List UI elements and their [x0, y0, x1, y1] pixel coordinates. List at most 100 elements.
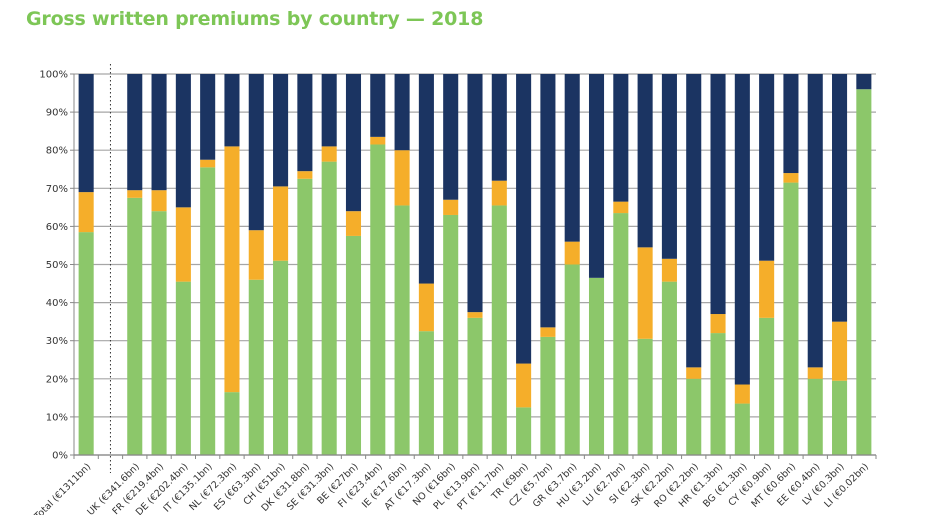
bar-segment-orange	[370, 136, 386, 145]
bar-segment-orange	[759, 260, 775, 318]
bar-segment-green	[151, 211, 167, 455]
bar-segment-navy	[516, 74, 532, 364]
bar-segment-orange	[151, 190, 167, 212]
bar-segment-green	[637, 338, 653, 455]
bar-segment-orange	[661, 258, 677, 282]
bar-segment-orange	[564, 241, 580, 265]
bar-segment-orange	[394, 150, 410, 206]
bar-segment-orange	[783, 173, 799, 183]
bar-segment-navy	[564, 74, 580, 242]
bar-segment-orange	[540, 327, 556, 337]
bar-segment-navy	[127, 74, 143, 191]
y-tick-label: 80%	[46, 146, 68, 157]
bar-segment-green	[759, 317, 775, 455]
bar-segment-navy	[661, 74, 677, 259]
bar-segment-green	[686, 378, 702, 455]
bar-segment-green	[321, 161, 337, 455]
y-tick-label: 70%	[46, 184, 68, 195]
bar-segment-orange	[491, 180, 507, 206]
bar-segment-green	[200, 167, 216, 455]
bar-segment-navy	[370, 74, 386, 137]
bar-segment-orange	[734, 384, 750, 404]
bar-segment-green	[418, 331, 434, 455]
bar-segment-navy	[759, 74, 775, 261]
bar-segment-navy	[686, 74, 702, 368]
bar-segment-orange	[710, 314, 726, 334]
y-tick-label: 40%	[46, 298, 68, 309]
bar-segment-navy	[418, 74, 434, 284]
bar-segment-navy	[613, 74, 629, 202]
bar-segment-orange	[297, 171, 313, 179]
bar-segment-navy	[248, 74, 264, 231]
bar-segment-navy	[832, 74, 848, 322]
bar-segment-navy	[734, 74, 750, 385]
bar-segment-navy	[345, 74, 362, 212]
bar-segment-navy	[540, 74, 556, 328]
bar-segment-green	[224, 392, 240, 455]
bar-segment-orange	[467, 312, 483, 318]
bar-segment-navy	[491, 74, 507, 181]
bar-segment-green	[540, 336, 556, 455]
bar-segment-orange	[443, 199, 459, 215]
bar-segment-green	[783, 182, 799, 455]
bar-segment-green	[443, 214, 459, 455]
bar-segment-navy	[151, 74, 167, 191]
bar-segment-navy	[783, 74, 799, 174]
bar-segment-green	[297, 178, 313, 455]
bar-segment-orange	[200, 159, 216, 168]
bar-segment-green	[78, 232, 94, 455]
bar-segment-navy	[710, 74, 726, 315]
bar-segment-orange	[686, 367, 702, 379]
bar-segment-orange	[516, 363, 532, 408]
bar-segment-orange	[127, 190, 143, 198]
bar-segment-navy	[175, 74, 191, 208]
bar-segment-navy	[856, 74, 872, 90]
bar-segment-orange	[224, 146, 240, 393]
bar-segment-green	[127, 197, 143, 455]
bar-segment-green	[856, 89, 872, 456]
bar-segment-orange	[832, 321, 848, 381]
bar-segment-navy	[467, 74, 483, 313]
bar-segment-orange	[613, 201, 629, 214]
bar-segment-green	[516, 407, 532, 455]
y-tick-label: 60%	[46, 222, 68, 233]
y-tick-label: 30%	[46, 336, 68, 347]
x-tick-label: Total (€1311bn)	[32, 461, 93, 515]
bar-segment-green	[370, 144, 386, 456]
bar-segment-orange	[248, 230, 264, 280]
bar-segment-green	[467, 317, 483, 455]
bar-segment-navy	[807, 74, 823, 368]
y-tick-label: 0%	[52, 451, 68, 462]
bar-segment-navy	[273, 74, 289, 187]
bar-segment-navy	[443, 74, 459, 200]
bar-segment-green	[345, 235, 362, 455]
bar-segment-green	[248, 279, 264, 455]
bar-segment-orange	[637, 247, 653, 339]
bar-segment-green	[661, 281, 677, 455]
bar-segment-orange	[321, 146, 337, 162]
bar-segment-orange	[273, 186, 289, 261]
bar-segment-green	[734, 403, 750, 455]
y-tick-label: 10%	[46, 412, 68, 423]
bar-segment-navy	[224, 74, 240, 147]
bar-segment-orange	[807, 367, 823, 379]
bar-segment-green	[491, 205, 507, 455]
bar-segment-orange	[78, 192, 94, 233]
y-tick-label: 100%	[39, 70, 68, 81]
bar-segment-orange	[175, 207, 191, 282]
bar-segment-navy	[321, 74, 337, 147]
bar-segment-green	[832, 380, 848, 455]
bar-segment-green	[175, 281, 191, 455]
bar-segment-green	[613, 213, 629, 455]
bar-segment-navy	[394, 74, 410, 151]
y-tick-label: 90%	[46, 108, 68, 119]
bar-segment-navy	[200, 74, 216, 160]
bar-segment-navy	[297, 74, 313, 172]
bar-segment-green	[273, 260, 289, 455]
bar-segment-navy	[78, 74, 94, 193]
bar-segment-orange	[418, 283, 434, 332]
bar-segment-navy	[588, 74, 605, 278]
bar-segment-green	[588, 277, 605, 455]
chart-title: Gross written premiums by country — 2018	[26, 8, 484, 30]
